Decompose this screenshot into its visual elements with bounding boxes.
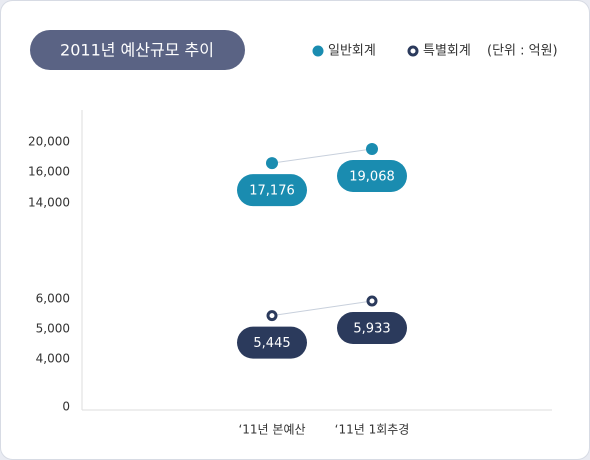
unit-label: (단위 : 억원) xyxy=(487,44,558,59)
legend-label: 특별회계 xyxy=(423,44,471,59)
value-label: 19,068 xyxy=(349,169,395,184)
series-line xyxy=(271,300,373,317)
point xyxy=(366,295,378,307)
value-pill xyxy=(237,326,307,359)
x-tick-label: ‘11년 본예산 xyxy=(238,423,305,437)
point xyxy=(266,157,278,170)
x-tick-label: ‘11년 1회추경 xyxy=(335,423,410,437)
legend-marker xyxy=(312,45,324,57)
value-pill xyxy=(237,174,307,207)
series-line xyxy=(271,148,373,164)
y-tick-label: 6,000 xyxy=(36,292,70,306)
y-tick-label: 4,000 xyxy=(36,352,70,366)
point xyxy=(366,142,378,155)
value-pill xyxy=(337,312,407,345)
y-tick-label: 14,000 xyxy=(28,196,70,210)
legend-marker xyxy=(407,45,419,57)
value-label: 5,933 xyxy=(353,322,390,337)
y-tick-label: 16,000 xyxy=(28,165,70,179)
chart-title: 2011년 예산규모 추이 xyxy=(60,41,214,60)
y-tick-label: 5,000 xyxy=(36,322,70,336)
y-tick-label: 0 xyxy=(62,400,70,414)
value-label: 17,176 xyxy=(249,184,295,199)
point xyxy=(266,310,278,322)
y-tick-label: 20,000 xyxy=(28,135,70,149)
title-pill xyxy=(30,30,245,70)
value-pill xyxy=(337,159,407,192)
value-label: 5,445 xyxy=(253,336,290,351)
legend-label: 일반회계 xyxy=(328,44,376,59)
